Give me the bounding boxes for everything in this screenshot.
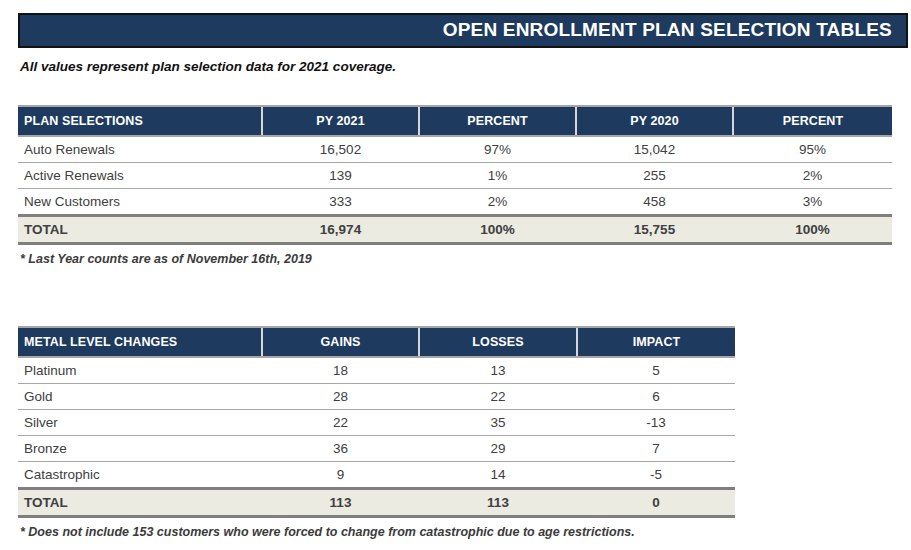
table-row: Silver 22 35 -13 <box>18 410 735 436</box>
row-label: Gold <box>18 384 262 410</box>
report-page: OPEN ENROLLMENT PLAN SELECTION TABLES Al… <box>0 0 911 550</box>
total-value: 113 <box>262 489 419 517</box>
total-value: 0 <box>577 489 735 517</box>
row-label: Platinum <box>18 357 262 384</box>
table-row: Auto Renewals 16,502 97% 15,042 95% <box>18 136 892 163</box>
cell-value: 2% <box>733 163 892 189</box>
cell-value: 35 <box>419 410 577 436</box>
header-gains: GAINS <box>262 327 419 357</box>
total-value: 113 <box>419 489 577 517</box>
row-label: Auto Renewals <box>18 136 262 163</box>
header-py-2020: PY 2020 <box>576 106 733 136</box>
cell-value: -5 <box>577 462 735 489</box>
header-plan-selections: PLAN SELECTIONS <box>18 106 262 136</box>
cell-value: 22 <box>419 384 577 410</box>
cell-value: 95% <box>733 136 892 163</box>
cell-value: 29 <box>419 436 577 462</box>
header-metal-level-changes: METAL LEVEL CHANGES <box>18 327 262 357</box>
header-percent-2021: PERCENT <box>419 106 576 136</box>
page-title-bar: OPEN ENROLLMENT PLAN SELECTION TABLES <box>18 13 908 48</box>
total-value: 100% <box>733 216 892 244</box>
plan-selections-footnote: * Last Year counts are as of November 16… <box>20 252 911 266</box>
row-label: New Customers <box>18 189 262 216</box>
row-label: Catastrophic <box>18 462 262 489</box>
table-row: Platinum 18 13 5 <box>18 357 735 384</box>
header-impact: IMPACT <box>577 327 735 357</box>
cell-value: -13 <box>577 410 735 436</box>
cell-value: 139 <box>262 163 419 189</box>
cell-value: 36 <box>262 436 419 462</box>
table-row: Active Renewals 139 1% 255 2% <box>18 163 892 189</box>
header-py-2021: PY 2021 <box>262 106 419 136</box>
row-label: Silver <box>18 410 262 436</box>
header-losses: LOSSES <box>419 327 577 357</box>
cell-value: 458 <box>576 189 733 216</box>
total-row: TOTAL 113 113 0 <box>18 489 735 517</box>
metal-level-table: METAL LEVEL CHANGES GAINS LOSSES IMPACT … <box>18 326 735 518</box>
cell-value: 18 <box>262 357 419 384</box>
table-header-row: PLAN SELECTIONS PY 2021 PERCENT PY 2020 … <box>18 106 892 136</box>
metal-level-footnote: * Does not include 153 customers who wer… <box>20 525 911 539</box>
table-header-row: METAL LEVEL CHANGES GAINS LOSSES IMPACT <box>18 327 735 357</box>
cell-value: 1% <box>419 163 576 189</box>
cell-value: 22 <box>262 410 419 436</box>
coverage-note: All values represent plan selection data… <box>20 59 911 74</box>
cell-value: 5 <box>577 357 735 384</box>
table-row: Catastrophic 9 14 -5 <box>18 462 735 489</box>
table-row: New Customers 333 2% 458 3% <box>18 189 892 216</box>
row-label: Active Renewals <box>18 163 262 189</box>
cell-value: 7 <box>577 436 735 462</box>
total-row: TOTAL 16,974 100% 15,755 100% <box>18 216 892 244</box>
row-label: Bronze <box>18 436 262 462</box>
cell-value: 16,502 <box>262 136 419 163</box>
page-title: OPEN ENROLLMENT PLAN SELECTION TABLES <box>443 19 892 40</box>
total-value: 16,974 <box>262 216 419 244</box>
table-row: Gold 28 22 6 <box>18 384 735 410</box>
total-value: 100% <box>419 216 576 244</box>
total-label: TOTAL <box>18 489 262 517</box>
cell-value: 2% <box>419 189 576 216</box>
cell-value: 3% <box>733 189 892 216</box>
total-value: 15,755 <box>576 216 733 244</box>
cell-value: 255 <box>576 163 733 189</box>
cell-value: 333 <box>262 189 419 216</box>
plan-selections-table: PLAN SELECTIONS PY 2021 PERCENT PY 2020 … <box>18 105 892 245</box>
header-percent-2020: PERCENT <box>733 106 892 136</box>
cell-value: 13 <box>419 357 577 384</box>
cell-value: 97% <box>419 136 576 163</box>
cell-value: 14 <box>419 462 577 489</box>
cell-value: 6 <box>577 384 735 410</box>
cell-value: 15,042 <box>576 136 733 163</box>
cell-value: 9 <box>262 462 419 489</box>
table-row: Bronze 36 29 7 <box>18 436 735 462</box>
cell-value: 28 <box>262 384 419 410</box>
total-label: TOTAL <box>18 216 262 244</box>
